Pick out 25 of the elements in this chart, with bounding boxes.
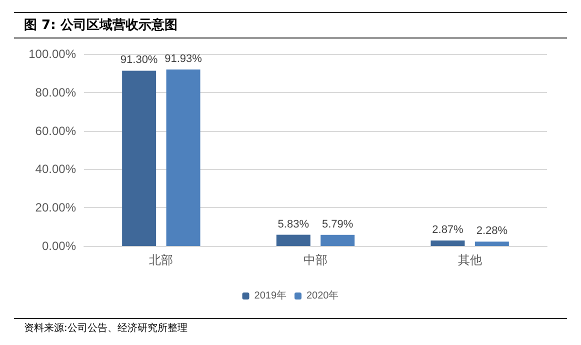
legend-label: 2019年 [254, 290, 287, 302]
x-tick-label: 其他 [458, 253, 482, 267]
bar [122, 70, 156, 246]
text: 资料来源:公司公告、经济研究所整理 [14, 318, 567, 337]
bar [166, 69, 200, 246]
data-label: 5.83% [278, 218, 310, 230]
bar [276, 234, 310, 246]
y-tick-label: 60.00% [35, 124, 76, 138]
data-label: 91.30% [120, 54, 158, 66]
chart-title: 图 7: 公司区域营收示意图 [14, 12, 567, 39]
legend-label: 2020年 [306, 290, 339, 302]
y-tick-label: 100.00% [28, 47, 76, 61]
bar [430, 240, 465, 246]
data-label: 2.28% [476, 225, 508, 238]
y-tick-label: 40.00% [35, 162, 76, 176]
data-label: 91.93% [164, 52, 202, 65]
y-tick-label: 0.00% [42, 239, 76, 253]
x-tick-label: 北部 [149, 253, 174, 267]
y-tick-label: 20.00% [35, 200, 76, 215]
x-tick-label: 中部 [304, 253, 328, 267]
y-tick-label: 80.00% [35, 85, 76, 100]
bar [320, 234, 355, 246]
data-label: 2.87% [432, 224, 464, 236]
bar [474, 242, 509, 246]
data-label: 5.79% [322, 218, 354, 230]
